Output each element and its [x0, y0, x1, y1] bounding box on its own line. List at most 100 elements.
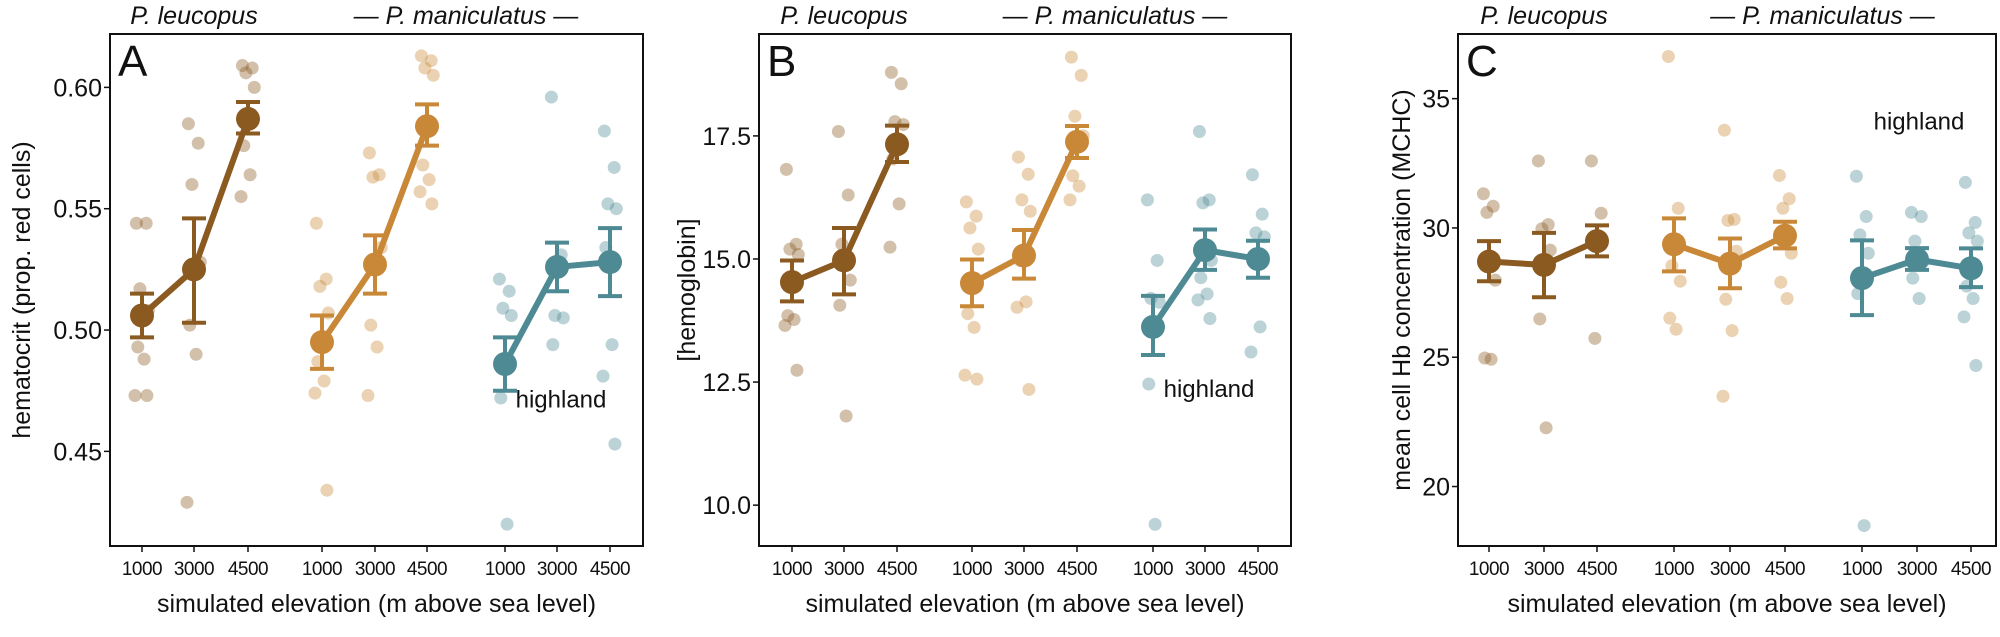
mean-point: [1141, 314, 1165, 339]
mean-point: [182, 257, 206, 282]
mean-point: [493, 352, 517, 377]
data-point: [191, 136, 205, 150]
data-point: [1202, 193, 1216, 207]
data-point: [1584, 154, 1598, 168]
data-point: [1478, 351, 1492, 365]
data-point: [424, 54, 438, 68]
x-tick-label: 3000: [355, 559, 395, 580]
data-point: [1721, 213, 1735, 227]
data-point: [596, 369, 610, 383]
data-point: [1255, 207, 1269, 221]
header-p-leucopus: P. leucopus: [780, 2, 907, 30]
panel-letter: B: [767, 37, 796, 86]
data-point: [1716, 389, 1730, 403]
data-point: [494, 391, 508, 405]
header-p-maniculatus: — P. maniculatus —: [353, 2, 580, 30]
x-tick-label: 3000: [1710, 559, 1750, 580]
x-tick-label: 1000: [122, 559, 162, 580]
data-point: [1966, 292, 1980, 306]
panel-letter: A: [118, 37, 148, 86]
data-point: [971, 242, 985, 256]
x-tick-label: 3000: [1897, 559, 1937, 580]
data-point: [1914, 210, 1928, 224]
data-point: [1962, 226, 1976, 240]
data-point: [1203, 312, 1217, 326]
data-point: [1970, 234, 1984, 248]
series-group-1: [1476, 154, 1609, 435]
series-group-2: [1661, 49, 1798, 403]
y-tick-label: 25: [1422, 344, 1450, 372]
data-point: [362, 146, 376, 160]
data-point: [1772, 168, 1786, 182]
data-point: [1010, 300, 1024, 314]
data-point: [787, 313, 801, 327]
data-point: [1021, 167, 1035, 181]
series-group-3: [1849, 169, 1984, 533]
x-tick-label: 4500: [877, 559, 917, 580]
data-point: [1782, 192, 1796, 206]
mean-point: [1850, 266, 1874, 291]
data-point: [500, 517, 514, 531]
mean-point: [1065, 129, 1089, 154]
y-axis-title: hematocrit (prop. red cells): [8, 141, 36, 438]
data-point: [894, 77, 908, 91]
data-point: [884, 65, 898, 79]
mean-point: [545, 254, 569, 279]
data-point: [546, 338, 560, 352]
y-axis-title: [hemoglobin]: [673, 218, 701, 361]
data-point: [1066, 169, 1080, 183]
data-point: [1140, 193, 1154, 207]
data-point: [496, 301, 510, 315]
data-point: [139, 216, 153, 230]
data-point: [1196, 196, 1210, 210]
mean-point: [1959, 256, 1983, 281]
data-point: [1661, 49, 1675, 63]
data-point: [1531, 154, 1545, 168]
y-tick-label: 0.50: [53, 317, 102, 345]
mean-point: [780, 270, 804, 295]
data-point: [1074, 68, 1088, 82]
mean-point: [1718, 251, 1742, 276]
data-point: [422, 173, 436, 187]
data-point: [1150, 253, 1164, 267]
mean-point: [885, 132, 909, 157]
mean-point: [1662, 232, 1686, 257]
panel-a: 0.45 0.50 0.55 0.60 1000 3000 4500 1000 3000 4500…: [8, 2, 644, 618]
data-point: [1194, 271, 1208, 285]
data-point: [961, 307, 975, 321]
data-point: [1774, 275, 1788, 289]
x-tick-label: 1000: [485, 559, 525, 580]
y-tick-label: 17.5: [702, 123, 751, 151]
data-point: [1857, 519, 1871, 533]
data-point: [608, 437, 622, 451]
data-point: [1063, 193, 1077, 207]
data-point: [1541, 218, 1555, 232]
data-point: [504, 308, 518, 322]
x-tick-label: 4500: [590, 559, 630, 580]
data-point: [831, 124, 845, 138]
mean-point: [363, 252, 387, 277]
data-point: [1958, 175, 1972, 189]
data-point: [1142, 377, 1156, 391]
data-point: [1969, 359, 1983, 373]
header-p-maniculatus: — P. maniculatus —: [1709, 2, 1936, 30]
data-point: [1968, 216, 1982, 230]
data-point: [1776, 201, 1790, 215]
data-point: [1480, 205, 1494, 219]
mean-point: [960, 271, 984, 296]
data-point: [1011, 150, 1025, 164]
data-point: [416, 158, 430, 172]
data-point: [189, 347, 203, 361]
data-point: [1249, 226, 1263, 240]
data-point: [1780, 292, 1794, 306]
x-tick-label: 4500: [1577, 559, 1617, 580]
mean-point: [1246, 246, 1270, 271]
data-point: [320, 483, 334, 497]
data-point: [843, 273, 857, 287]
data-point: [1957, 310, 1971, 324]
data-point: [1152, 295, 1166, 309]
data-point: [841, 188, 855, 202]
data-point: [413, 185, 427, 199]
data-point: [245, 61, 259, 75]
